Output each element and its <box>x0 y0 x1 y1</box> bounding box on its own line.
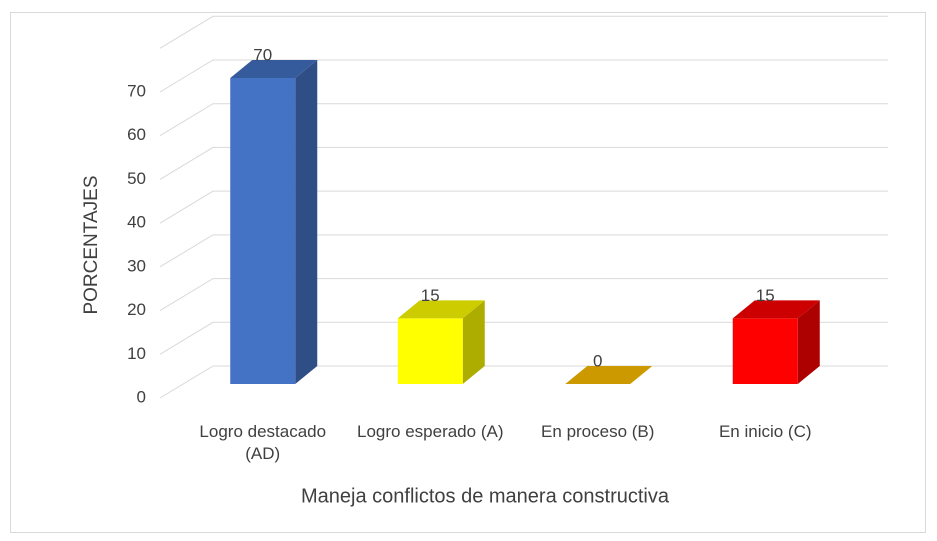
grid-line <box>159 278 888 311</box>
bar-top <box>230 60 318 78</box>
bar-side <box>295 60 318 384</box>
y-tick-label: 40 <box>127 213 146 232</box>
bar <box>230 78 296 384</box>
y-tick-label: 50 <box>127 169 146 188</box>
x-tick-label: En inicio (C) <box>718 422 812 441</box>
x-axis-title: Maneja conflictos de manera constructiva <box>301 485 670 507</box>
value-label: 15 <box>756 286 775 305</box>
bar-top <box>565 366 653 384</box>
grid-line <box>159 103 888 137</box>
y-tick-label: 60 <box>127 125 146 144</box>
bar-side <box>797 300 820 384</box>
y-tick-label: 10 <box>127 344 146 363</box>
x-tick-label: Logro esperado (A) <box>357 422 504 441</box>
value-label: 70 <box>253 45 272 64</box>
grid-line <box>159 365 888 399</box>
grid-line <box>159 146 888 180</box>
value-label: 0 <box>593 351 602 370</box>
y-tick-label: 0 <box>137 387 146 406</box>
x-tick-label: Logro destacado (AD) <box>199 422 327 463</box>
bar-side <box>462 300 485 384</box>
bar <box>397 318 463 384</box>
y-tick-label: 70 <box>127 81 146 100</box>
y-tick-label: 20 <box>127 300 146 319</box>
x-tick-label: En proceso (B) <box>541 422 655 441</box>
grid-line <box>159 234 888 268</box>
bar-top <box>397 300 485 319</box>
y-tick-label: 30 <box>127 256 146 275</box>
grid-line <box>159 190 888 224</box>
value-label: 15 <box>421 286 440 305</box>
y-axis-title: PORCENTAJES <box>81 175 102 314</box>
bar-top <box>732 300 820 319</box>
bar <box>732 318 798 384</box>
grid-line <box>159 59 888 93</box>
wall-top <box>159 15 888 49</box>
chart-border <box>10 12 926 533</box>
grid-line <box>159 321 888 355</box>
